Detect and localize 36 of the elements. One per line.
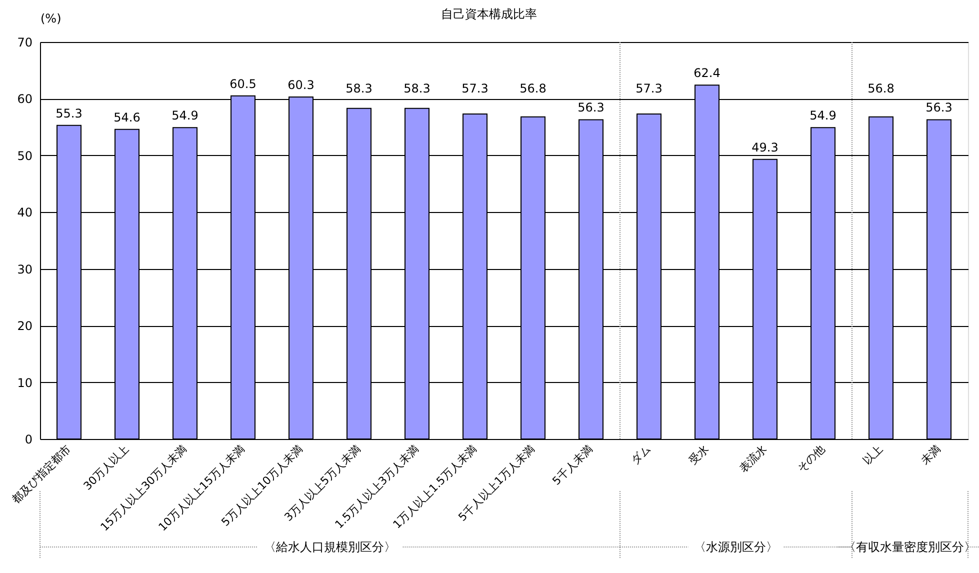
x-tick-label: 受水 — [686, 442, 712, 468]
data-label: 54.9 — [172, 108, 198, 123]
data-label: 58.3 — [404, 82, 430, 96]
y-tick-label: 30 — [17, 262, 32, 276]
x-tick-label: 5千人未満 — [550, 442, 596, 488]
data-label: 49.3 — [752, 140, 778, 154]
data-label: 54.9 — [810, 108, 836, 123]
data-label: 60.5 — [230, 76, 256, 91]
data-label: 56.8 — [520, 82, 546, 96]
y-tick-label: 50 — [17, 148, 32, 163]
data-label: 60.3 — [288, 78, 314, 92]
data-label: 62.4 — [694, 66, 720, 80]
text: 〈水源別区分〉 — [694, 540, 778, 554]
y-axis-title: (%) — [40, 12, 62, 26]
text: 〈給水人口規模別区分〉 — [264, 540, 396, 554]
x-tick-label: 表流水 — [736, 442, 770, 476]
text: 〈有収水量密度別区分〉 — [844, 540, 976, 554]
data-label: 56.8 — [868, 82, 894, 96]
y-tick-label: 40 — [17, 206, 32, 220]
y-tick-label: 20 — [17, 319, 32, 334]
data-label: 55.3 — [56, 106, 82, 120]
x-tick-label: 未満 — [918, 442, 944, 468]
data-label: 56.3 — [926, 100, 952, 115]
chart-title: 自己資本構成比率 — [441, 7, 537, 21]
data-label: 57.3 — [462, 82, 488, 96]
data-label: 54.6 — [114, 110, 140, 124]
data-label: 56.3 — [578, 100, 604, 115]
data-label: 57.3 — [636, 82, 662, 96]
x-tick-label: その他 — [794, 442, 828, 476]
y-tick-label: 10 — [17, 376, 32, 390]
y-tick-label: 60 — [17, 92, 32, 106]
x-tick-label: 30万人以上 — [81, 442, 132, 493]
x-tick-label: 以上 — [860, 442, 886, 468]
y-tick-label: 70 — [17, 36, 32, 50]
data-label: 58.3 — [346, 82, 372, 96]
x-tick-label: ダム — [628, 442, 654, 468]
